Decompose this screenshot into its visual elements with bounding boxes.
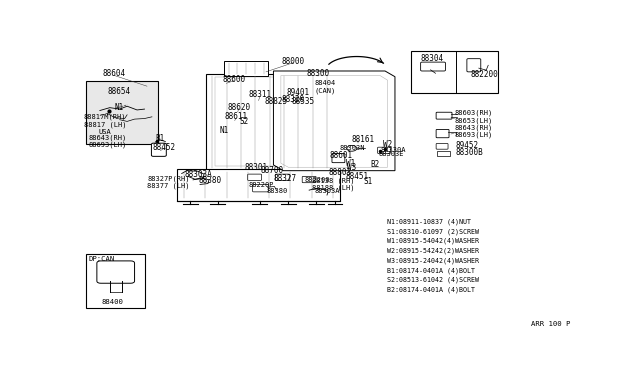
FancyBboxPatch shape bbox=[436, 112, 452, 119]
Text: 88303A: 88303A bbox=[314, 188, 340, 194]
FancyBboxPatch shape bbox=[436, 144, 448, 149]
Text: 88161: 88161 bbox=[351, 135, 374, 144]
FancyBboxPatch shape bbox=[248, 174, 262, 180]
Text: B1: B1 bbox=[156, 134, 165, 143]
FancyBboxPatch shape bbox=[253, 185, 269, 192]
Text: 88303N: 88303N bbox=[339, 145, 365, 151]
Text: 88327P(RH)
88377 (LH): 88327P(RH) 88377 (LH) bbox=[147, 175, 189, 189]
Text: 88603(RH)
88653(LH): 88603(RH) 88653(LH) bbox=[454, 110, 493, 124]
Text: W1:08915-54042(4)WASHER: W1:08915-54042(4)WASHER bbox=[387, 238, 479, 244]
Text: 88825: 88825 bbox=[264, 97, 287, 106]
Text: S1: S1 bbox=[363, 177, 372, 186]
Text: 88404
(CAN): 88404 (CAN) bbox=[315, 80, 336, 94]
Text: 88138 (RH)
88188 (LH): 88138 (RH) 88188 (LH) bbox=[312, 177, 354, 192]
Circle shape bbox=[347, 145, 356, 151]
Text: 88600: 88600 bbox=[222, 74, 245, 83]
Text: 88535: 88535 bbox=[292, 97, 315, 106]
Text: 882200: 882200 bbox=[470, 70, 498, 79]
Text: S1:08310-61097 (2)SCREW: S1:08310-61097 (2)SCREW bbox=[387, 228, 479, 235]
Text: 88320: 88320 bbox=[282, 95, 305, 104]
Bar bbox=[207, 74, 333, 170]
FancyBboxPatch shape bbox=[436, 151, 450, 156]
FancyBboxPatch shape bbox=[467, 59, 481, 72]
Text: 88330A: 88330A bbox=[381, 147, 406, 153]
Text: 88380: 88380 bbox=[198, 176, 221, 185]
FancyBboxPatch shape bbox=[420, 62, 445, 71]
FancyBboxPatch shape bbox=[378, 147, 390, 154]
Text: S2:08513-61042 (4)SCREW: S2:08513-61042 (4)SCREW bbox=[387, 277, 479, 283]
Bar bbox=[412, 51, 498, 93]
Text: W3:08915-24042(4)WASHER: W3:08915-24042(4)WASHER bbox=[387, 257, 479, 264]
Text: W3: W3 bbox=[347, 163, 356, 172]
Text: 88601: 88601 bbox=[330, 151, 353, 160]
FancyBboxPatch shape bbox=[275, 174, 289, 180]
Text: 88451: 88451 bbox=[345, 173, 369, 182]
Text: 88380: 88380 bbox=[267, 188, 288, 194]
Text: 88311: 88311 bbox=[248, 90, 271, 99]
Text: 88817M(RH)
88817 (LH)
USA: 88817M(RH) 88817 (LH) USA bbox=[84, 114, 126, 135]
FancyBboxPatch shape bbox=[152, 143, 166, 156]
FancyBboxPatch shape bbox=[436, 129, 449, 138]
Text: 88000: 88000 bbox=[282, 57, 305, 66]
Bar bbox=[86, 81, 158, 144]
Text: 88643(RH)
88693(LH): 88643(RH) 88693(LH) bbox=[454, 124, 493, 138]
Text: S2: S2 bbox=[239, 117, 248, 126]
Text: 88327: 88327 bbox=[273, 174, 296, 183]
Text: 88604: 88604 bbox=[102, 69, 125, 78]
Text: B1:08174-0401A (4)BOLT: B1:08174-0401A (4)BOLT bbox=[387, 267, 474, 273]
Text: 88620: 88620 bbox=[227, 103, 250, 112]
FancyBboxPatch shape bbox=[332, 154, 345, 163]
Text: DP:CAN: DP:CAN bbox=[89, 256, 115, 262]
Bar bbox=[177, 169, 340, 201]
Bar bbox=[216, 77, 324, 166]
Text: N1: N1 bbox=[220, 126, 228, 135]
Text: 89401: 89401 bbox=[287, 88, 310, 97]
Bar bbox=[224, 61, 269, 76]
Text: W2: W2 bbox=[383, 140, 392, 149]
Text: 882200: 882200 bbox=[305, 177, 330, 183]
Text: N1:08911-10837 (4)NUT: N1:08911-10837 (4)NUT bbox=[387, 218, 470, 225]
Text: ARR 100 P: ARR 100 P bbox=[531, 321, 570, 327]
Text: 89452: 89452 bbox=[456, 141, 479, 150]
Polygon shape bbox=[273, 71, 395, 171]
Text: 88611: 88611 bbox=[225, 112, 248, 121]
Text: W2:08915-54242(2)WASHER: W2:08915-54242(2)WASHER bbox=[387, 248, 479, 254]
FancyBboxPatch shape bbox=[97, 261, 134, 283]
Text: 88301: 88301 bbox=[244, 163, 268, 172]
Text: 88300: 88300 bbox=[307, 69, 330, 78]
Text: 88303E: 88303E bbox=[379, 151, 404, 157]
Text: 88303A: 88303A bbox=[184, 170, 212, 179]
Text: 88654: 88654 bbox=[107, 87, 131, 96]
Text: 88400: 88400 bbox=[101, 299, 123, 305]
Text: 88452: 88452 bbox=[153, 143, 176, 152]
Bar bbox=[86, 254, 145, 308]
Text: 88220P: 88220P bbox=[248, 182, 274, 188]
Text: 88643(RH)
88693(LH): 88643(RH) 88693(LH) bbox=[88, 134, 127, 148]
FancyBboxPatch shape bbox=[302, 176, 316, 183]
Text: B2:08174-0401A (4)BOLT: B2:08174-0401A (4)BOLT bbox=[387, 286, 474, 293]
Text: 88700: 88700 bbox=[260, 166, 284, 175]
Text: 88300B: 88300B bbox=[456, 148, 484, 157]
Text: B2: B2 bbox=[371, 160, 380, 169]
Text: 88803: 88803 bbox=[329, 169, 352, 177]
Text: 88304: 88304 bbox=[420, 54, 444, 64]
Text: W1: W1 bbox=[346, 159, 355, 168]
Text: N1: N1 bbox=[114, 103, 124, 112]
